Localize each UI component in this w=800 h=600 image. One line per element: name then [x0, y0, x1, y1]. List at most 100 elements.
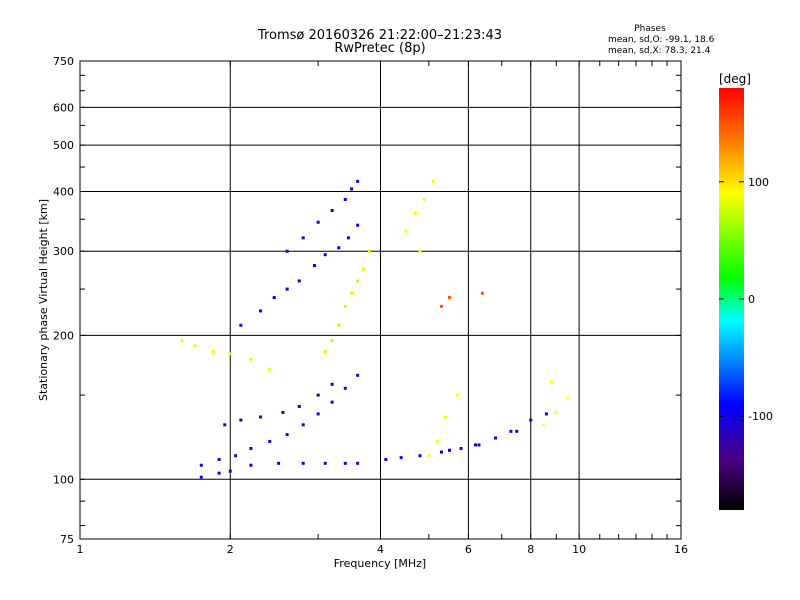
- data-point: [477, 443, 481, 447]
- data-point: [418, 454, 422, 458]
- data-point: [356, 279, 360, 283]
- data-point: [316, 393, 320, 397]
- data-point: [422, 197, 426, 201]
- data-point: [268, 439, 272, 443]
- data-point: [281, 410, 285, 414]
- data-point: [549, 380, 553, 384]
- phases-x-stats: mean, sd,X: 78.3, 21.4: [608, 46, 711, 56]
- data-point: [356, 179, 360, 183]
- data-point: [529, 418, 533, 422]
- data-point: [554, 410, 558, 414]
- data-point: [459, 446, 463, 450]
- data-point: [199, 463, 203, 467]
- y-tick-label: 75: [60, 533, 74, 546]
- data-point: [316, 412, 320, 416]
- colorbar-ticks: 100 0 -100: [719, 176, 773, 423]
- data-point: [297, 279, 301, 283]
- data-point: [330, 339, 334, 343]
- data-point: [346, 236, 350, 240]
- data-point: [239, 323, 243, 327]
- data-point: [356, 461, 360, 465]
- x-tick-labels: 1 2 4 6 8 10 16: [77, 543, 689, 556]
- data-point: [323, 461, 327, 465]
- data-point: [448, 296, 452, 300]
- data-point: [193, 344, 197, 348]
- data-point: [259, 309, 263, 313]
- data-point: [330, 382, 334, 386]
- data-point: [542, 423, 546, 427]
- data-point: [448, 448, 452, 452]
- data-point: [343, 197, 347, 201]
- y-tick-label: 500: [53, 139, 74, 152]
- data-point: [268, 367, 272, 371]
- x-tick-label: 16: [674, 543, 688, 556]
- data-point: [440, 450, 444, 454]
- data-point: [228, 469, 232, 473]
- data-point: [301, 236, 305, 240]
- data-point: [494, 436, 498, 440]
- data-point: [199, 475, 203, 479]
- data-point: [330, 400, 334, 404]
- data-point: [249, 358, 253, 362]
- data-point: [418, 249, 422, 253]
- x-tick-label: 10: [572, 543, 586, 556]
- colorbar-label: [deg]: [719, 72, 751, 86]
- data-point: [343, 461, 347, 465]
- data-point: [367, 249, 371, 253]
- data-point: [301, 423, 305, 427]
- data-point: [544, 412, 548, 416]
- data-point: [350, 291, 354, 295]
- x-tick-label: 2: [227, 543, 234, 556]
- axis-ticks: [79, 60, 682, 539]
- data-point: [413, 211, 417, 215]
- data-point: [350, 187, 354, 191]
- data-point: [323, 253, 327, 257]
- data-point: [285, 433, 289, 437]
- data-point: [455, 393, 459, 397]
- data-point: [316, 220, 320, 224]
- y-tick-label: 750: [53, 55, 74, 68]
- y-tick-label: 100: [53, 473, 74, 486]
- data-point: [337, 323, 341, 327]
- data-point: [228, 352, 232, 356]
- data-point: [337, 246, 341, 250]
- data-point: [343, 386, 347, 390]
- data-point: [239, 418, 243, 422]
- data-point: [473, 443, 477, 447]
- data-point: [234, 454, 238, 458]
- chart-subtitle: RwPretec (8p): [334, 41, 425, 56]
- data-point: [259, 415, 263, 419]
- y-tick-labels: 75 100 200 300 400 500 600 750: [53, 55, 74, 546]
- data-point: [343, 304, 347, 308]
- x-tick-label: 1: [77, 543, 84, 556]
- grid-lines: [80, 61, 681, 539]
- data-point: [515, 429, 519, 433]
- x-tick-label: 4: [377, 543, 384, 556]
- data-point: [480, 291, 484, 295]
- x-axis-label: Frequency [MHz]: [334, 557, 426, 570]
- y-tick-label: 300: [53, 245, 74, 258]
- data-point: [223, 423, 227, 427]
- data-point: [384, 457, 388, 461]
- data-point: [427, 454, 431, 458]
- data-point: [362, 267, 366, 271]
- data-point: [217, 457, 221, 461]
- data-point: [272, 296, 276, 300]
- data-point: [440, 304, 444, 308]
- data-point: [399, 456, 403, 460]
- data-point: [249, 463, 253, 467]
- colorbar-tick-label: -100: [748, 410, 773, 423]
- data-point: [431, 179, 435, 183]
- data-point: [249, 446, 253, 450]
- phases-heading: Phases: [634, 24, 666, 34]
- x-tick-label: 8: [527, 543, 534, 556]
- colorbar-tick-label: 100: [748, 176, 769, 189]
- data-point: [323, 350, 327, 354]
- data-point: [217, 471, 221, 475]
- data-point: [297, 404, 301, 408]
- phases-o-stats: mean, sd,O: -99.1, 18.6: [608, 35, 715, 45]
- colorbar-tick-label: 0: [748, 293, 755, 306]
- y-tick-label: 600: [53, 101, 74, 114]
- data-point: [330, 209, 334, 213]
